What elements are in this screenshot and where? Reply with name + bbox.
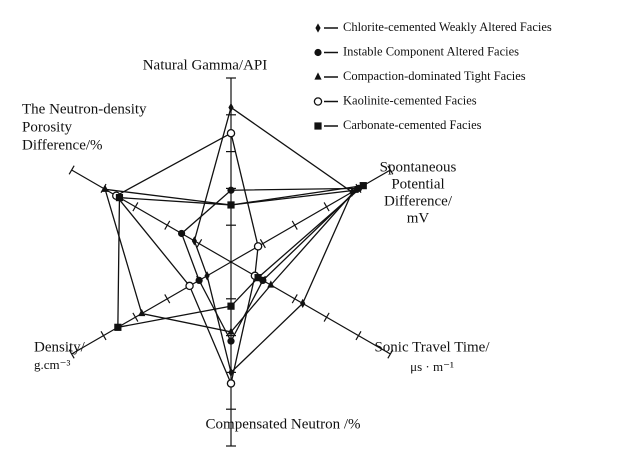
point xyxy=(101,184,109,192)
series-line xyxy=(193,106,353,374)
tick-mark xyxy=(68,349,75,359)
axis-line xyxy=(71,169,232,263)
point xyxy=(227,201,235,209)
tick-mark xyxy=(259,238,266,249)
legend-label: Compaction-dominated Tight Facies xyxy=(343,69,526,83)
point xyxy=(226,128,236,138)
series-line xyxy=(180,187,361,343)
point xyxy=(226,379,236,388)
tick-mark xyxy=(387,165,394,175)
axis-label: Difference/ xyxy=(384,193,453,209)
point xyxy=(227,186,235,194)
tick-mark xyxy=(68,165,75,175)
point xyxy=(254,274,262,282)
axis-label: Spontaneous xyxy=(380,159,457,175)
axis-label: g.cm⁻³ xyxy=(34,357,70,372)
point xyxy=(300,298,306,308)
axis-label: The Neutron-density xyxy=(22,101,147,117)
tick-mark xyxy=(323,312,330,322)
legend-label: Instable Component Altered Facies xyxy=(343,44,519,58)
point xyxy=(115,194,124,202)
axis-label: Difference/% xyxy=(22,137,103,153)
tick-mark xyxy=(291,220,298,230)
point xyxy=(204,271,210,281)
point xyxy=(228,367,234,377)
point xyxy=(191,236,197,246)
point xyxy=(227,337,235,345)
point xyxy=(359,182,367,190)
axis-line xyxy=(71,261,232,355)
axis-label: Density/ xyxy=(34,339,86,355)
point xyxy=(267,280,275,288)
axis-label: Natural Gamma/API xyxy=(143,57,268,73)
point xyxy=(185,281,194,291)
point xyxy=(138,308,146,317)
axis-label: Sonic Travel Time/ xyxy=(374,339,490,355)
tick-mark xyxy=(132,312,139,322)
point xyxy=(315,23,321,33)
tick-mark xyxy=(132,202,139,212)
axis-label: Potential xyxy=(391,176,444,192)
tick-mark xyxy=(100,330,107,341)
point xyxy=(195,276,203,284)
axis-label: μs · m⁻¹ xyxy=(410,359,454,374)
legend-label: Chlorite-cemented Weakly Altered Facies xyxy=(343,20,552,34)
legend-label: Carbonate-cemented Facies xyxy=(343,118,482,132)
tick-mark xyxy=(387,349,394,359)
tick-mark xyxy=(164,294,171,304)
axis-label: Porosity xyxy=(22,119,73,135)
point xyxy=(314,72,322,80)
tick-mark xyxy=(196,238,203,249)
point xyxy=(313,97,323,106)
point xyxy=(314,122,322,130)
tick-mark xyxy=(291,294,298,304)
axis-label: mV xyxy=(407,210,430,226)
point xyxy=(253,242,263,251)
legend-label: Kaolinite-cemented Facies xyxy=(343,93,477,107)
axis-label: Compensated Neutron /% xyxy=(206,416,361,432)
point xyxy=(178,229,186,238)
point xyxy=(314,48,322,57)
point xyxy=(228,102,234,113)
point xyxy=(227,327,235,335)
point xyxy=(114,323,122,331)
point xyxy=(227,302,235,310)
tick-mark xyxy=(355,330,362,341)
tick-mark xyxy=(164,220,171,230)
tick-mark xyxy=(323,202,330,212)
